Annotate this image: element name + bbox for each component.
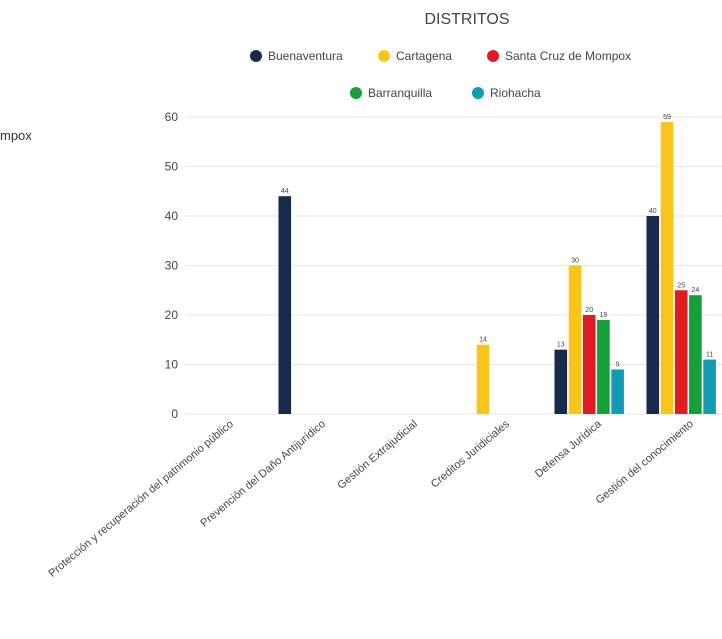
legend-label: Riohacha [490, 86, 541, 100]
value-label: 44 [281, 188, 289, 195]
y-tick-label: 20 [165, 308, 179, 322]
legend-item-barranquilla: Barranquilla [350, 86, 432, 100]
bar [568, 265, 582, 414]
legend-swatch [350, 87, 362, 99]
chart-title: DISTRITOS [424, 11, 509, 28]
x-tick-label: Creditos Juridiciales [429, 418, 512, 491]
legend-label: Buenaventura [268, 49, 343, 63]
bar [689, 295, 702, 414]
legend-swatch [472, 87, 484, 99]
y-axis: 0 10 20 30 40 50 60 [165, 110, 179, 421]
x-tick-label: Gestión Extrajudicial [335, 418, 420, 492]
value-label: 40 [649, 208, 657, 215]
bar [611, 369, 624, 414]
legend-swatch [487, 50, 499, 62]
value-label: 14 [479, 337, 487, 344]
y-tick-label: 10 [165, 358, 179, 372]
legend-swatch [250, 50, 262, 62]
clipped-label-fragment: mpox [0, 128, 32, 143]
value-label: 13 [557, 342, 565, 349]
value-label: 19 [600, 312, 608, 319]
bar [476, 344, 490, 414]
x-tick-label: Defensa Jurídica [533, 418, 605, 481]
y-tick-label: 50 [165, 160, 179, 174]
y-tick-label: 40 [165, 209, 179, 223]
legend-swatch [378, 50, 390, 62]
legend-label: Santa Cruz de Mompox [505, 49, 631, 63]
value-label: 20 [585, 307, 593, 314]
legend-item-cartagena: Cartagena [378, 49, 452, 63]
y-tick-label: 60 [165, 110, 179, 124]
bar [554, 349, 568, 414]
bar [703, 359, 716, 414]
bar [674, 290, 688, 414]
legend-item-santa-cruz-de-mompox: Santa Cruz de Mompox [487, 49, 631, 63]
value-label: 30 [571, 258, 579, 265]
value-label: 24 [692, 287, 700, 294]
value-label: 59 [663, 114, 671, 121]
y-tick-label: 30 [165, 259, 179, 273]
bar [660, 121, 674, 414]
legend-item-buenaventura: Buenaventura [250, 49, 343, 63]
x-tick-label: Protección y recuperación del patrimonio… [46, 418, 235, 580]
legend-item-riohacha: Riohacha [472, 86, 541, 100]
legend: Buenaventura Cartagena Santa Cruz de Mompo… [250, 49, 631, 100]
x-axis: Protección y recuperación del patrimonio… [46, 418, 695, 580]
bar [597, 319, 610, 414]
legend-label: Barranquilla [368, 86, 432, 100]
value-label: 9 [616, 361, 620, 368]
bars [278, 121, 716, 414]
bar [646, 216, 660, 414]
y-tick-label: 0 [171, 407, 178, 421]
bar [278, 196, 292, 414]
bar [582, 315, 596, 414]
gridlines [185, 116, 722, 415]
value-label: 25 [677, 282, 685, 289]
x-tick-label: Gestión del conocimiento [594, 418, 696, 507]
value-label: 11 [706, 352, 713, 359]
legend-label: Cartagena [396, 49, 452, 63]
value-labels: 44 14 13 30 20 19 9 40 59 25 24 11 [281, 114, 713, 369]
